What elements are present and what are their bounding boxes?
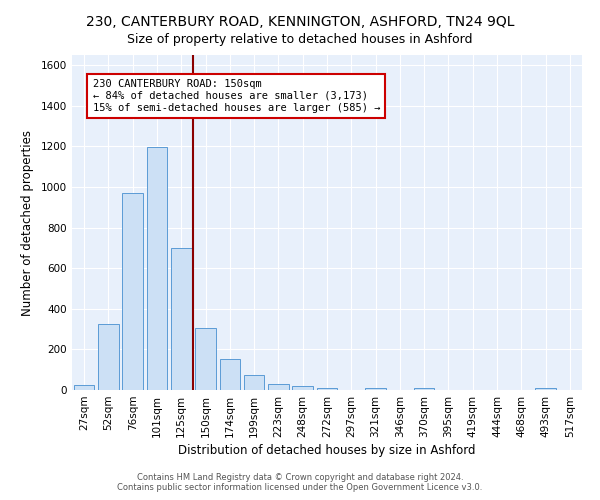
Text: 230, CANTERBURY ROAD, KENNINGTON, ASHFORD, TN24 9QL: 230, CANTERBURY ROAD, KENNINGTON, ASHFOR… <box>86 15 514 29</box>
Bar <box>414 388 434 390</box>
Bar <box>535 388 556 390</box>
Bar <box>122 193 143 390</box>
Bar <box>220 358 240 390</box>
Text: Contains HM Land Registry data © Crown copyright and database right 2024.
Contai: Contains HM Land Registry data © Crown c… <box>118 473 482 492</box>
Bar <box>195 328 216 390</box>
Bar <box>146 148 167 390</box>
Y-axis label: Number of detached properties: Number of detached properties <box>21 130 34 316</box>
Bar <box>292 386 313 390</box>
Bar <box>244 375 265 390</box>
Bar <box>74 385 94 390</box>
X-axis label: Distribution of detached houses by size in Ashford: Distribution of detached houses by size … <box>178 444 476 457</box>
Bar <box>171 248 191 390</box>
Text: Size of property relative to detached houses in Ashford: Size of property relative to detached ho… <box>127 32 473 46</box>
Bar <box>268 384 289 390</box>
Text: 230 CANTERBURY ROAD: 150sqm
← 84% of detached houses are smaller (3,173)
15% of : 230 CANTERBURY ROAD: 150sqm ← 84% of det… <box>92 80 380 112</box>
Bar <box>98 324 119 390</box>
Bar <box>365 388 386 390</box>
Bar <box>317 388 337 390</box>
